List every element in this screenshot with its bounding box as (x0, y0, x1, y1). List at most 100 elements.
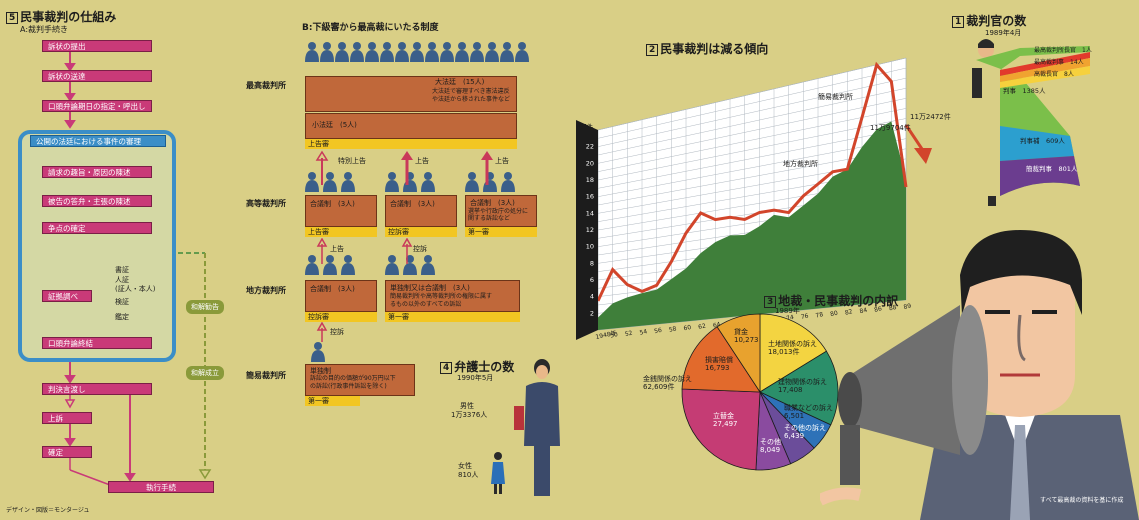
public-court-box (18, 130, 176, 362)
chart-gridline-h (597, 57, 907, 131)
chart-y-tick: 14 (586, 209, 594, 217)
section-a-title: 5 民事裁判の仕組み (6, 8, 116, 25)
summary-court-label: 簡易裁判所 (246, 371, 286, 380)
pie-label-building: 建物関係の訴え 17,408 (778, 378, 827, 395)
chart-y-tick: 8 (590, 259, 594, 267)
pie-slice (759, 313, 828, 393)
high-col-2-name: 合議制 (3人) (390, 200, 435, 208)
district-summary-arrow (316, 322, 328, 342)
settlement-advice-badge: 和解勧告 (186, 300, 224, 314)
label-assistant-judges: 判事補 609人 (1020, 137, 1065, 145)
man-megaphone-illustration (820, 230, 1139, 520)
legend-chief-justice: 最高裁判所長官 1人 (1034, 47, 1092, 54)
breakdown-pie-chart (681, 313, 839, 471)
section-3-date: 1989年 (775, 307, 800, 315)
flow-step-judgment: 判決言渡し (42, 383, 152, 395)
credit-source: すべて最高裁の資料を基に作成 (1040, 497, 1124, 504)
chart-unit: 万件 (580, 123, 593, 131)
chart-gridline-h (597, 108, 907, 172)
summary-band: 第一審 (305, 396, 360, 406)
male-value: 1万3376人 (451, 411, 488, 419)
flow-step-final: 確定 (42, 446, 92, 458)
arrow-koso-summary: 控訴 (330, 328, 344, 336)
arrow-koso-district: 控訴 (413, 245, 427, 253)
chart-gridline-h (597, 88, 907, 156)
chart-x-tick: 76 (800, 312, 809, 320)
chart-x-tick: 58 (668, 325, 677, 333)
chart-y-tick: 4 (590, 293, 594, 301)
evidence-inspection: 検証 (115, 298, 129, 306)
credit-design: デザイン・図版＝モンタージュ (6, 507, 90, 514)
flow-step-evidence: 証拠調べ (42, 290, 92, 302)
female-label: 女性 (458, 462, 472, 470)
flow-step-appeal: 上訴 (42, 412, 92, 424)
flow-step-hearing-date: 口頭弁論期日の指定・呼出し (42, 100, 152, 112)
district-col-1-name: 合議制 (3人) (310, 285, 355, 293)
pie-slice (681, 326, 761, 393)
public-court-title: 公開の法廷における事件の審理 (30, 135, 166, 147)
flow-step-hearing-close: 口頭弁論終結 (42, 337, 152, 349)
pie-label-occupation: 職業などの訴え 6,501 (784, 404, 833, 421)
grand-bench-panel (305, 76, 517, 112)
district-col-2-band: 第一審 (385, 312, 520, 322)
district-col-2-panel (385, 280, 520, 312)
section-2-title: 2 民事裁判は減る傾向 (646, 40, 768, 57)
chart-x-tick: 50 (610, 331, 619, 339)
pie-slice (759, 350, 839, 426)
district-col-2-desc-1: 簡易裁判所や高等裁判所の権限に属す (390, 293, 493, 300)
district-col-1-band: 控訴審 (305, 312, 377, 322)
female-value: 810人 (458, 471, 479, 479)
district-area (598, 121, 906, 330)
arrow-appeal-district: 上告 (330, 245, 344, 253)
chart-series-district-label: 地方裁判所 (783, 160, 818, 168)
chart-y-ticks: 22 20 18 16 14 12 10 8 6 4 2 (586, 143, 594, 318)
high-col-3-desc-2: 関する訴訟など (468, 215, 511, 222)
flow-step-execution: 執行手続 (108, 481, 214, 493)
legend-supreme-justice: 最高裁判事 14人 (1034, 59, 1084, 66)
evidence-witness: 人証 (115, 276, 129, 284)
supreme-high-arrows (315, 150, 493, 185)
section-1-date: 1989年4月 (985, 29, 1022, 37)
male-label: 男性 (460, 402, 474, 410)
chart-x-tick: 89 (903, 302, 912, 310)
chart-x-tick: 64 (712, 321, 721, 329)
pie-label-damages: 損害賠償 16,793 (705, 356, 733, 373)
chart-y-tick: 10 (586, 243, 594, 251)
high-col-3-band: 第一審 (465, 227, 537, 237)
arrow-appeal-high: 上告 (415, 157, 429, 165)
high-col-1-panel (305, 195, 377, 227)
summary-name: 単独制 (310, 367, 331, 375)
chart-y-tick: 18 (586, 176, 594, 184)
summary-desc-2: の訴訟(行政事件訴訟を除く) (310, 383, 387, 390)
district-col-2-desc-2: るもの以外のすべての訴訟 (390, 301, 462, 308)
settlement-done-badge: 和解成立 (186, 366, 224, 380)
summary-line (596, 61, 908, 302)
chart-y-tick: 6 (590, 276, 594, 284)
supreme-band-appeal: 上告審 (305, 139, 517, 149)
chart-district-end-label: 11万9704件 (870, 124, 911, 132)
high-col-3-desc-1: 選挙や行政庁の処分に (468, 208, 529, 215)
arrow-special-appeal: 特別上告 (338, 157, 366, 165)
district-court-label: 地方裁判所 (246, 286, 286, 295)
evidence-document: 書証 (115, 266, 129, 274)
chart-y-tick: 12 (586, 226, 594, 234)
section-4-date: 1990年5月 (457, 374, 494, 382)
chart-axis-panel (576, 120, 598, 340)
chart-y-tick: 2 (590, 309, 594, 317)
high-col-1-band: 上告審 (305, 227, 377, 237)
flow-step-issue-fixing: 争点の確定 (42, 222, 152, 234)
high-district-arrows (316, 238, 413, 264)
high-col-3-panel (465, 195, 537, 227)
arrow-appeal-high-2: 上告 (495, 157, 509, 165)
chart-summary-end-label: 11万2472件 (910, 113, 951, 121)
flow-step-defense-statement: 被告の答弁・主張の陳述 (42, 195, 152, 207)
chart-x-tick: 82 (844, 308, 853, 316)
high-col-2-band: 控訴審 (385, 227, 457, 237)
section-a-subtitle: A:裁判手続き (20, 25, 69, 34)
district-col-2-name: 単独制又は合議制 (3人) (390, 284, 470, 292)
chart-x-tick: 1948年 (595, 329, 617, 340)
grand-bench-desc-2: や法廷から移された事件など (432, 96, 511, 103)
chart-x-tick: 52 (624, 330, 633, 338)
